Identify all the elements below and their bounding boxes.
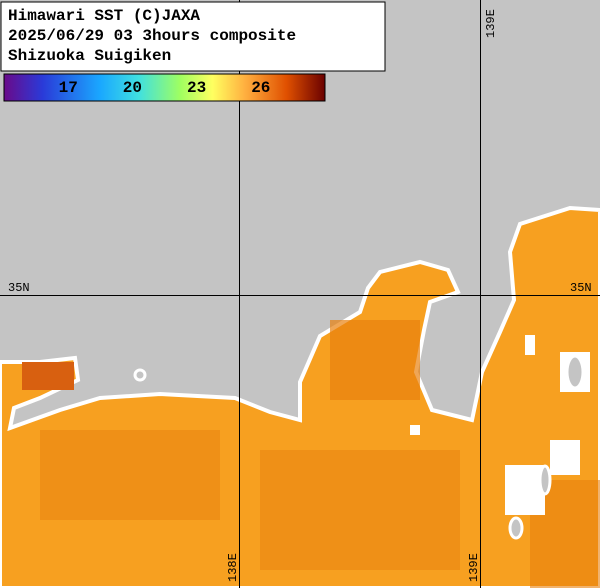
header-line: 2025/06/29 03 3hours composite: [8, 27, 296, 45]
colorbar-tick-label: 20: [123, 79, 142, 97]
header-line: Shizuoka Suigiken: [8, 47, 171, 65]
colorbar-tick-label: 26: [251, 79, 270, 97]
lon-label: 139E: [467, 553, 481, 582]
no-data: [410, 335, 590, 515]
colorbar-tick-label: 17: [59, 79, 78, 97]
header-line: Himawari SST (C)JAXA: [8, 7, 200, 25]
lon-label: 138E: [226, 553, 240, 582]
colorbar: [3, 73, 326, 102]
warm-patches: [22, 320, 600, 588]
colorbar-tick-label: 23: [187, 79, 206, 97]
islands: [133, 354, 585, 540]
lon-label: 139E: [484, 9, 498, 38]
lat-label: 35N: [570, 281, 592, 295]
lat-label: 35N: [8, 281, 30, 295]
header-box: [0, 1, 386, 72]
